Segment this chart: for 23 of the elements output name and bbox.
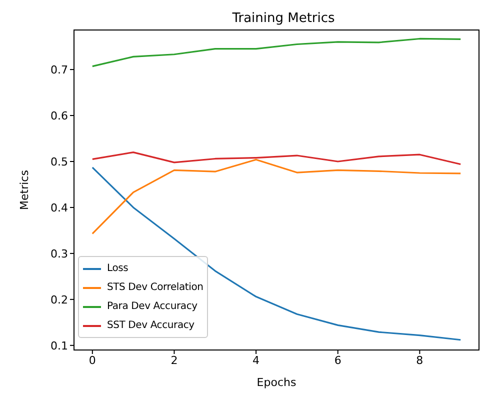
y-tick-label: 0.7 <box>50 63 68 76</box>
legend-label: Para Dev Accuracy <box>107 301 198 312</box>
legend-label: Loss <box>107 263 128 274</box>
y-tick-label: 0.3 <box>50 247 68 260</box>
line-series <box>92 152 462 166</box>
y-tick-label: 0.4 <box>50 201 68 214</box>
x-tick-label: 4 <box>252 354 260 367</box>
x-tick-label: 8 <box>416 354 424 367</box>
chart-title: Training Metrics <box>231 11 336 26</box>
x-tick-label: 6 <box>334 354 342 367</box>
y-tick-label: 0.2 <box>50 293 68 306</box>
line-series <box>92 38 462 68</box>
line-series <box>92 166 462 341</box>
line-series <box>92 158 462 234</box>
y-tick-label: 0.5 <box>50 155 68 168</box>
legend-label: STS Dev Correlation <box>107 282 204 293</box>
x-axis-title: Epochs <box>256 376 296 389</box>
y-tick-label: 0.1 <box>50 339 68 352</box>
x-tick-label: 2 <box>170 354 178 367</box>
legend-label: SST Dev Accuracy <box>107 320 194 331</box>
x-tick-label: 0 <box>88 354 96 367</box>
y-tick-label: 0.6 <box>50 109 68 122</box>
y-axis-title: Metrics <box>18 170 31 210</box>
